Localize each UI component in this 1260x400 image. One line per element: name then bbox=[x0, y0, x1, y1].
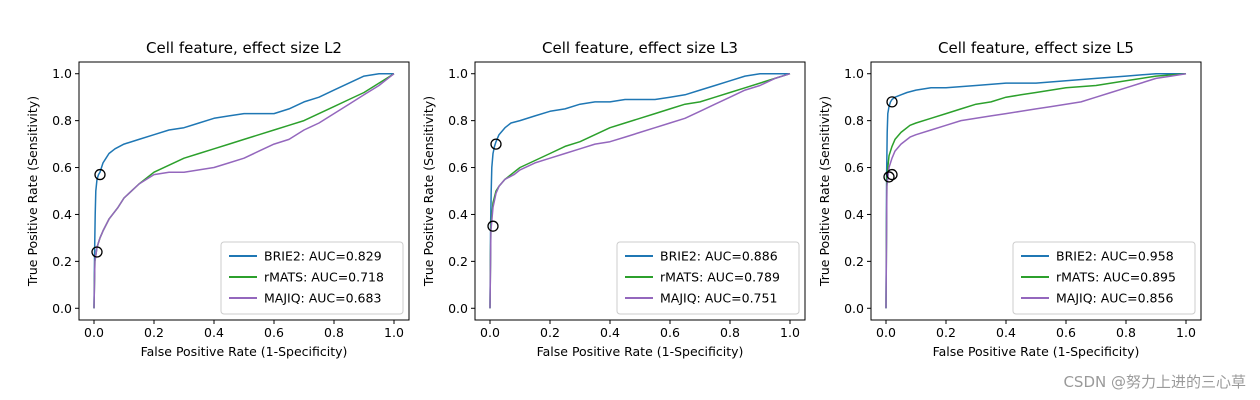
x-tick-label: 0.8 bbox=[720, 325, 740, 340]
threshold-marker bbox=[883, 171, 895, 183]
x-tick-label: 1.0 bbox=[384, 325, 404, 340]
chart-title: Cell feature, effect size L5 bbox=[938, 39, 1134, 57]
legend-label: rMATS: AUC=0.789 bbox=[660, 270, 780, 285]
legend-label: MAJIQ: AUC=0.751 bbox=[660, 291, 777, 306]
roc-panel-1: Cell feature, effect size L2 0.0 0.2 0.4 0.6… bbox=[25, 39, 410, 359]
y-tick-label: 0.0 bbox=[52, 301, 72, 316]
x-tick-label: 0.2 bbox=[144, 325, 164, 340]
threshold-marker bbox=[490, 138, 502, 150]
legend-label: BRIE2: AUC=0.958 bbox=[1056, 249, 1174, 264]
y-tick-label: 0.6 bbox=[448, 160, 468, 175]
y-tick-label: 0.2 bbox=[448, 254, 468, 269]
y-tick-label: 0.0 bbox=[448, 301, 468, 316]
axes-frame bbox=[78, 61, 410, 321]
x-tick-label: 1.0 bbox=[1176, 325, 1196, 340]
legend-label: MAJIQ: AUC=0.683 bbox=[264, 291, 381, 306]
y-tick-label: 1.0 bbox=[844, 66, 864, 81]
chart-title: Cell feature, effect size L3 bbox=[542, 39, 738, 57]
x-tick-label: 0.6 bbox=[1056, 325, 1076, 340]
legend-label: BRIE2: AUC=0.829 bbox=[264, 249, 382, 264]
legend-label: MAJIQ: AUC=0.856 bbox=[1056, 291, 1173, 306]
y-tick-label: 1.0 bbox=[448, 66, 468, 81]
legend-box bbox=[220, 241, 404, 315]
y-tick-label: 0.2 bbox=[52, 254, 72, 269]
x-tick-label: 0.4 bbox=[600, 325, 620, 340]
legend: BRIE2: AUC=0.829 rMATS: AUC=0.718 MAJIQ: A… bbox=[220, 241, 404, 315]
x-tick-label: 0.4 bbox=[996, 325, 1016, 340]
x-tick-label: 0.0 bbox=[876, 325, 896, 340]
y-tick-label: 0.8 bbox=[52, 113, 72, 128]
y-axis-label: True Positive Rate (Sensitivity) bbox=[421, 96, 436, 287]
series-line-rmats bbox=[885, 72, 1187, 309]
x-tick-label: 1.0 bbox=[780, 325, 800, 340]
legend-label: rMATS: AUC=0.895 bbox=[1056, 270, 1176, 285]
y-tick-label: 0.8 bbox=[448, 113, 468, 128]
y-axis-label: True Positive Rate (Sensitivity) bbox=[817, 96, 832, 287]
threshold-marker bbox=[94, 168, 106, 181]
x-tick-label: 0.6 bbox=[660, 325, 680, 340]
legend-box bbox=[616, 241, 800, 315]
x-tick-label: 0.8 bbox=[324, 325, 344, 340]
series-line-brie2 bbox=[885, 72, 1186, 309]
legend-label: BRIE2: AUC=0.886 bbox=[660, 249, 778, 264]
axes-frame bbox=[870, 61, 1202, 321]
y-tick-label: 1.0 bbox=[52, 66, 72, 81]
series-line-brie2 bbox=[93, 72, 394, 309]
legend: BRIE2: AUC=0.958 rMATS: AUC=0.895 MAJIQ: A… bbox=[1012, 241, 1196, 315]
x-tick-label: 0.8 bbox=[1116, 325, 1136, 340]
threshold-marker bbox=[886, 168, 898, 181]
y-tick-label: 0.6 bbox=[844, 160, 864, 175]
legend: BRIE2: AUC=0.886 rMATS: AUC=0.789 MAJIQ: A… bbox=[616, 241, 800, 315]
legend-label: rMATS: AUC=0.718 bbox=[264, 270, 384, 285]
roc-panel-3: Cell feature, effect size L5 0.0 0.2 0.4 0.6… bbox=[817, 39, 1202, 359]
y-axis-label: True Positive Rate (Sensitivity) bbox=[25, 96, 40, 287]
x-tick-label: 0.2 bbox=[936, 325, 956, 340]
y-tick-label: 0.0 bbox=[844, 301, 864, 316]
legend-box bbox=[1012, 241, 1196, 315]
axes-frame bbox=[474, 61, 806, 321]
x-axis-label: False Positive Rate (1-Specificity) bbox=[141, 344, 348, 359]
x-tick-label: 0.0 bbox=[480, 325, 500, 340]
y-tick-label: 0.4 bbox=[844, 207, 864, 222]
series-line-majiq bbox=[885, 72, 1187, 309]
x-tick-label: 0.4 bbox=[204, 325, 224, 340]
x-axis-label: False Positive Rate (1-Specificity) bbox=[933, 344, 1140, 359]
y-tick-label: 0.2 bbox=[844, 254, 864, 269]
x-tick-label: 0.6 bbox=[264, 325, 284, 340]
threshold-marker bbox=[886, 96, 898, 108]
x-axis-label: False Positive Rate (1-Specificity) bbox=[537, 344, 744, 359]
x-tick-label: 0.0 bbox=[84, 325, 104, 340]
roc-panel-2: Cell feature, effect size L3 0.0 0.2 0.4 0.6… bbox=[421, 39, 806, 359]
series-line-majiq bbox=[93, 73, 395, 309]
threshold-marker bbox=[487, 220, 499, 232]
chart-title: Cell feature, effect size L2 bbox=[146, 39, 342, 57]
x-tick-label: 0.2 bbox=[540, 325, 560, 340]
watermark-text: CSDN @努力上进的三心草 bbox=[1063, 373, 1246, 391]
y-tick-label: 0.8 bbox=[844, 113, 864, 128]
y-tick-label: 0.6 bbox=[52, 160, 72, 175]
threshold-marker bbox=[91, 246, 103, 258]
y-tick-label: 0.4 bbox=[448, 207, 468, 222]
y-tick-label: 0.4 bbox=[52, 207, 72, 222]
series-line-majiq bbox=[489, 72, 791, 309]
